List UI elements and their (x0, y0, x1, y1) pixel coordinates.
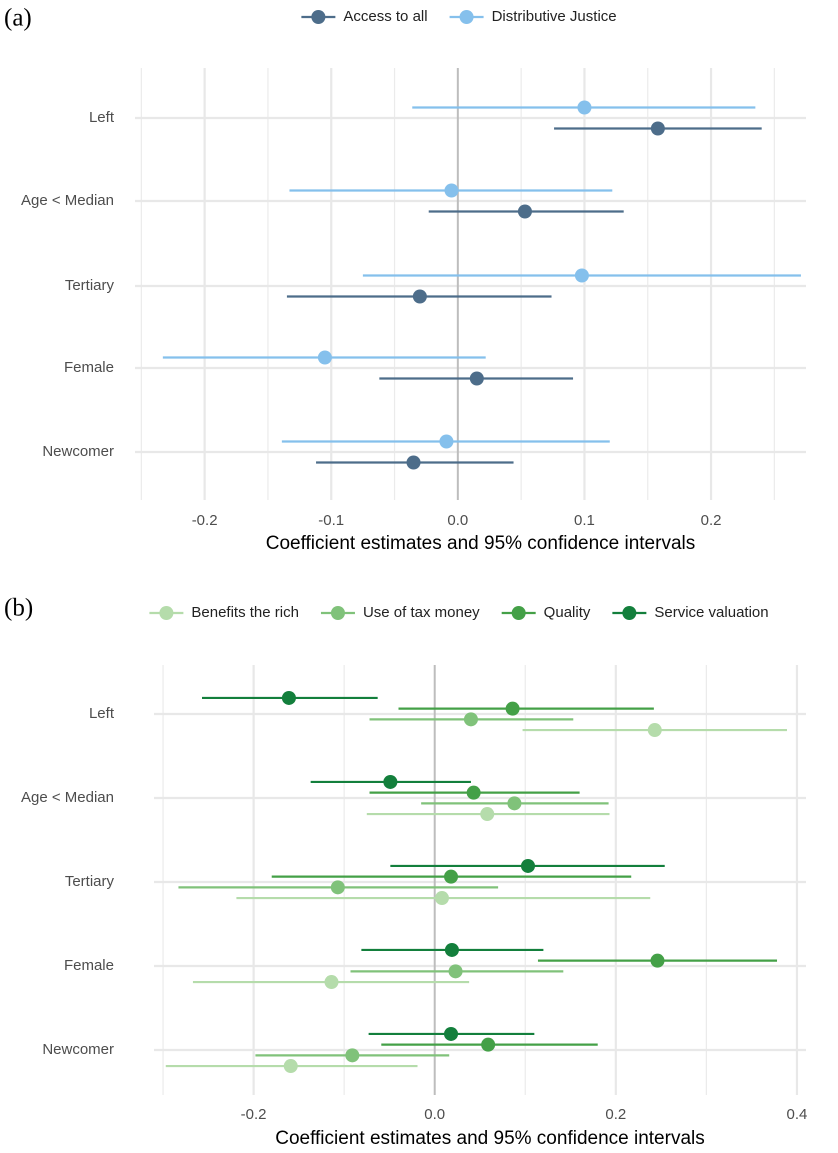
point-estimate (481, 1037, 496, 1052)
y-tick-label: Age < Median (21, 789, 114, 806)
point-estimate (466, 785, 481, 800)
x-tick-label: 0.1 (574, 512, 595, 529)
point-estimate (444, 183, 459, 198)
y-tick-label: Newcomer (42, 1041, 114, 1058)
y-tick-label: Left (89, 109, 115, 126)
panel-label: (b) (4, 595, 33, 622)
point-estimate (444, 869, 459, 884)
legend-key-point (622, 606, 637, 620)
y-tick-label: Newcomer (42, 443, 114, 460)
y-tick-label: Female (64, 359, 114, 376)
y-tick-label: Tertiary (65, 277, 115, 294)
x-tick-label: 0.2 (605, 1106, 626, 1123)
legend-label: Distributive Justice (492, 8, 617, 25)
y-tick-label: Female (64, 957, 114, 974)
x-axis-title: Coefficient estimates and 95% confidence… (275, 1128, 705, 1149)
point-estimate (383, 774, 398, 789)
legend: Access to all Distributive Justice (301, 8, 617, 25)
point-estimate (650, 953, 665, 968)
point-estimate (444, 1026, 459, 1041)
point-estimate (647, 723, 662, 738)
point-estimate (463, 712, 478, 727)
legend-key-point (311, 10, 326, 24)
y-tick-label: Age < Median (21, 192, 114, 209)
x-tick-label: -0.2 (241, 1106, 267, 1123)
legend-label: Service valuation (654, 604, 768, 621)
point-estimate (520, 858, 535, 873)
legend: Benefits the rich Use of tax money Quality… (149, 604, 769, 621)
point-estimate (412, 289, 427, 304)
x-tick-label: 0.4 (787, 1106, 808, 1123)
x-tick-label: 0.0 (447, 512, 468, 529)
point-estimate (439, 434, 454, 449)
point-estimate (507, 796, 522, 811)
x-tick-label: -0.1 (318, 512, 344, 529)
point-estimate (577, 100, 592, 115)
legend-key-point (511, 606, 526, 620)
point-estimate (448, 964, 463, 979)
x-axis-title: Coefficient estimates and 95% confidence… (266, 533, 696, 554)
y-tick-label: Tertiary (65, 873, 115, 890)
point-estimate (469, 371, 484, 386)
point-estimate (283, 1059, 298, 1074)
point-estimate (480, 807, 495, 822)
legend-key-point (159, 606, 174, 620)
point-estimate (324, 975, 339, 990)
legend-key-point (459, 10, 474, 24)
panel-label: (a) (4, 5, 32, 32)
x-tick-label: -0.2 (192, 512, 218, 529)
point-estimate (406, 455, 421, 470)
legend-label: Benefits the rich (191, 604, 299, 621)
point-estimate (505, 701, 520, 716)
point-estimate (317, 350, 332, 365)
point-estimate (650, 121, 665, 136)
point-estimate (574, 268, 589, 283)
x-tick-label: 0.0 (424, 1106, 445, 1123)
legend-label: Use of tax money (363, 604, 480, 621)
point-estimate (434, 891, 449, 906)
y-tick-label: Left (89, 705, 115, 722)
point-estimate (281, 690, 296, 705)
point-estimate (517, 204, 532, 219)
legend-label: Access to all (343, 8, 427, 25)
point-estimate (444, 942, 459, 957)
legend-key-point (330, 606, 345, 620)
x-tick-label: 0.2 (701, 512, 722, 529)
legend-label: Quality (544, 604, 591, 621)
point-estimate (330, 880, 345, 895)
point-estimate (345, 1048, 360, 1063)
